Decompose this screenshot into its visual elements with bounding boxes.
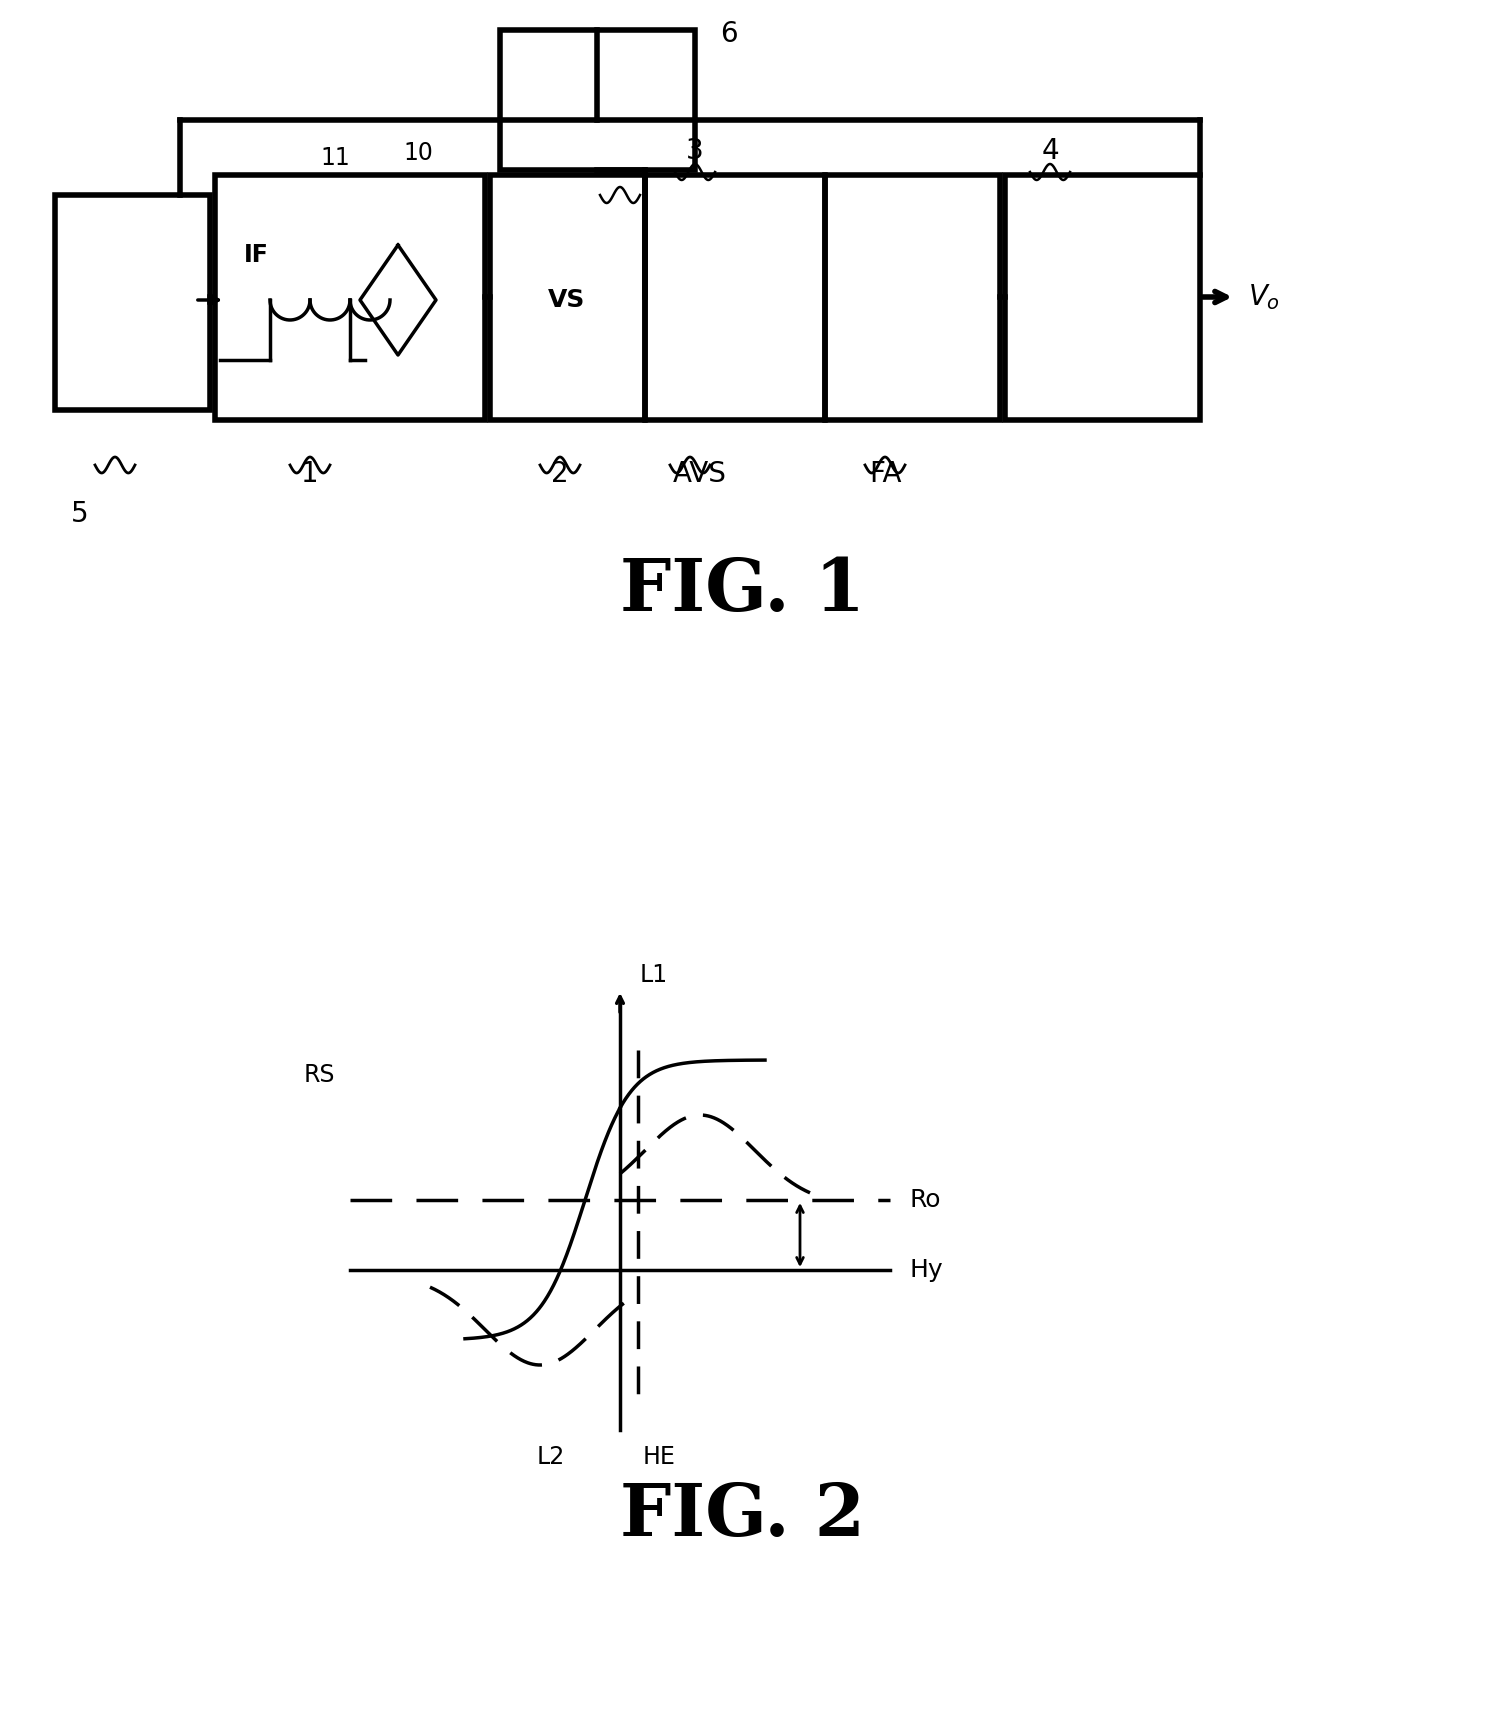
Bar [499,30,695,170]
Text: $V_o$: $V_o$ [1248,281,1279,312]
Text: Hy: Hy [909,1259,944,1281]
Text: 4: 4 [1042,137,1060,165]
Bar [490,175,645,420]
Text: 11: 11 [319,146,349,170]
Bar [645,175,825,420]
Text: L1: L1 [640,963,669,988]
Text: 6: 6 [721,21,737,49]
Bar [825,175,1000,420]
Text: 1: 1 [302,460,319,488]
Text: 2: 2 [551,460,569,488]
Text: RS: RS [303,1062,334,1087]
Text: 10: 10 [403,141,432,165]
Text: IF: IF [244,243,269,267]
Text: L2: L2 [536,1444,565,1469]
Text: 3: 3 [687,137,704,165]
Text: 5: 5 [71,500,89,528]
Text: HE: HE [643,1444,676,1469]
Bar [215,175,484,420]
Text: FIG. 2: FIG. 2 [621,1481,865,1550]
Text: FA: FA [869,460,901,488]
Text: FIG. 1: FIG. 1 [621,556,865,627]
Bar [1005,175,1201,420]
Text: Ro: Ro [909,1187,942,1212]
Text: VS: VS [548,288,585,312]
Bar [55,194,210,410]
Text: AVS: AVS [673,460,727,488]
